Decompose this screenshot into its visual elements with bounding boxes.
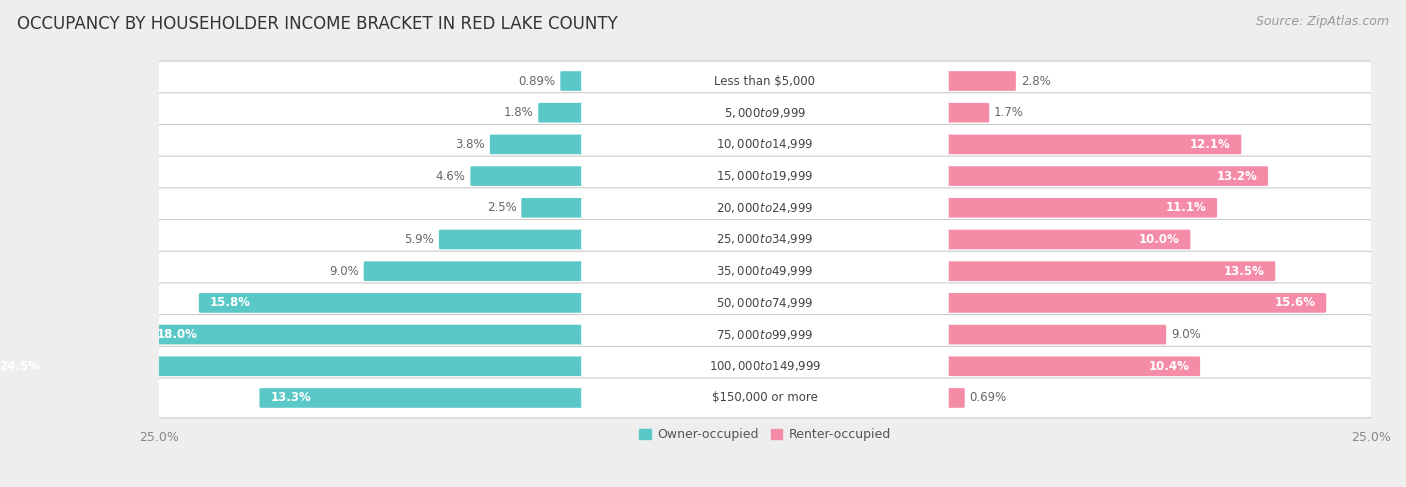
FancyBboxPatch shape [157,220,1372,260]
FancyBboxPatch shape [157,283,1372,323]
Text: 1.8%: 1.8% [503,106,533,119]
FancyBboxPatch shape [157,315,1372,355]
FancyBboxPatch shape [522,198,585,218]
FancyBboxPatch shape [581,229,949,250]
FancyBboxPatch shape [581,165,949,187]
FancyBboxPatch shape [538,103,585,123]
Text: 5.9%: 5.9% [405,233,434,246]
Text: 15.8%: 15.8% [209,297,250,309]
Text: 1.7%: 1.7% [994,106,1024,119]
Text: 13.5%: 13.5% [1223,265,1264,278]
FancyBboxPatch shape [581,70,949,92]
FancyBboxPatch shape [157,93,1372,132]
FancyBboxPatch shape [581,324,949,345]
FancyBboxPatch shape [946,293,1326,313]
Text: 13.2%: 13.2% [1216,169,1257,183]
FancyBboxPatch shape [0,356,585,376]
Text: 15.6%: 15.6% [1274,297,1315,309]
FancyBboxPatch shape [946,262,1275,281]
Text: $10,000 to $14,999: $10,000 to $14,999 [716,137,814,151]
Text: 18.0%: 18.0% [156,328,197,341]
FancyBboxPatch shape [946,230,1191,249]
Text: 10.0%: 10.0% [1139,233,1180,246]
Legend: Owner-occupied, Renter-occupied: Owner-occupied, Renter-occupied [634,423,896,447]
FancyBboxPatch shape [581,261,949,282]
FancyBboxPatch shape [581,197,949,219]
Text: 0.69%: 0.69% [970,392,1007,405]
Text: 4.6%: 4.6% [436,169,465,183]
Text: $35,000 to $49,999: $35,000 to $49,999 [716,264,814,278]
FancyBboxPatch shape [581,356,949,377]
FancyBboxPatch shape [581,133,949,155]
FancyBboxPatch shape [157,378,1372,418]
FancyBboxPatch shape [946,325,1166,344]
Text: 0.89%: 0.89% [519,75,555,88]
Text: 3.8%: 3.8% [456,138,485,151]
FancyBboxPatch shape [489,134,585,154]
Text: 11.1%: 11.1% [1166,201,1206,214]
FancyBboxPatch shape [946,71,1017,91]
FancyBboxPatch shape [198,293,585,313]
FancyBboxPatch shape [157,125,1372,165]
FancyBboxPatch shape [145,325,585,344]
FancyBboxPatch shape [581,102,949,124]
Text: $25,000 to $34,999: $25,000 to $34,999 [716,232,814,246]
Text: Less than $5,000: Less than $5,000 [714,75,815,88]
FancyBboxPatch shape [260,388,585,408]
Text: Source: ZipAtlas.com: Source: ZipAtlas.com [1256,15,1389,28]
FancyBboxPatch shape [157,61,1372,101]
FancyBboxPatch shape [946,356,1201,376]
Text: 2.5%: 2.5% [486,201,516,214]
Text: 2.8%: 2.8% [1021,75,1050,88]
Text: $20,000 to $24,999: $20,000 to $24,999 [716,201,814,215]
Text: 9.0%: 9.0% [1171,328,1201,341]
Text: 10.4%: 10.4% [1149,360,1189,373]
Text: $50,000 to $74,999: $50,000 to $74,999 [716,296,814,310]
Text: 24.5%: 24.5% [0,360,39,373]
FancyBboxPatch shape [946,388,965,408]
FancyBboxPatch shape [946,198,1218,218]
FancyBboxPatch shape [581,387,949,409]
Text: 13.3%: 13.3% [270,392,311,405]
Text: 12.1%: 12.1% [1189,138,1230,151]
Text: OCCUPANCY BY HOUSEHOLDER INCOME BRACKET IN RED LAKE COUNTY: OCCUPANCY BY HOUSEHOLDER INCOME BRACKET … [17,15,617,33]
Text: $150,000 or more: $150,000 or more [711,392,818,405]
FancyBboxPatch shape [157,188,1372,228]
FancyBboxPatch shape [157,251,1372,291]
Text: $5,000 to $9,999: $5,000 to $9,999 [724,106,806,120]
Text: $15,000 to $19,999: $15,000 to $19,999 [716,169,814,183]
Text: 9.0%: 9.0% [329,265,359,278]
Text: $75,000 to $99,999: $75,000 to $99,999 [716,328,814,341]
FancyBboxPatch shape [157,156,1372,196]
FancyBboxPatch shape [946,103,990,123]
FancyBboxPatch shape [364,262,585,281]
FancyBboxPatch shape [471,166,585,186]
FancyBboxPatch shape [946,166,1268,186]
Text: $100,000 to $149,999: $100,000 to $149,999 [709,359,821,373]
FancyBboxPatch shape [157,346,1372,386]
FancyBboxPatch shape [946,134,1241,154]
FancyBboxPatch shape [439,230,585,249]
FancyBboxPatch shape [561,71,585,91]
FancyBboxPatch shape [581,292,949,314]
